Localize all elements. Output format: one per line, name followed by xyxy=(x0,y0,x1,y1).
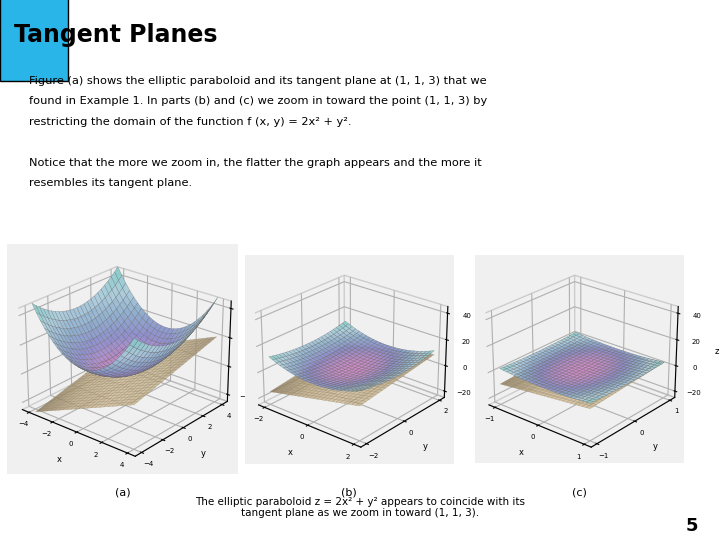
Text: found in Example 1. In parts (b) and (c) we zoom in toward the point (1, 1, 3) b: found in Example 1. In parts (b) and (c)… xyxy=(29,96,487,106)
X-axis label: x: x xyxy=(57,455,62,464)
Text: Tangent Planes: Tangent Planes xyxy=(14,23,218,46)
Text: (a): (a) xyxy=(114,487,130,497)
Text: The elliptic paraboloid z = 2x² + y² appears to coincide with its: The elliptic paraboloid z = 2x² + y² app… xyxy=(195,497,525,507)
Y-axis label: y: y xyxy=(201,449,206,457)
Text: (b): (b) xyxy=(341,487,357,497)
Text: tangent plane as we zoom in toward (1, 1, 3).: tangent plane as we zoom in toward (1, 1… xyxy=(241,508,479,518)
Text: resembles its tangent plane.: resembles its tangent plane. xyxy=(29,178,192,188)
Text: 5: 5 xyxy=(686,517,698,535)
X-axis label: x: x xyxy=(518,448,523,457)
Text: (c): (c) xyxy=(572,487,587,497)
FancyBboxPatch shape xyxy=(0,0,68,80)
Text: restricting the domain of the function f (x, y) = 2x² + y².: restricting the domain of the function f… xyxy=(29,117,351,127)
Y-axis label: y: y xyxy=(653,442,657,451)
X-axis label: x: x xyxy=(288,448,293,457)
Y-axis label: y: y xyxy=(423,442,427,451)
Text: Notice that the more we zoom in, the flatter the graph appears and the more it: Notice that the more we zoom in, the fla… xyxy=(29,158,482,168)
Text: Figure (a) shows the elliptic paraboloid and its tangent plane at (1, 1, 3) that: Figure (a) shows the elliptic paraboloid… xyxy=(29,76,487,86)
